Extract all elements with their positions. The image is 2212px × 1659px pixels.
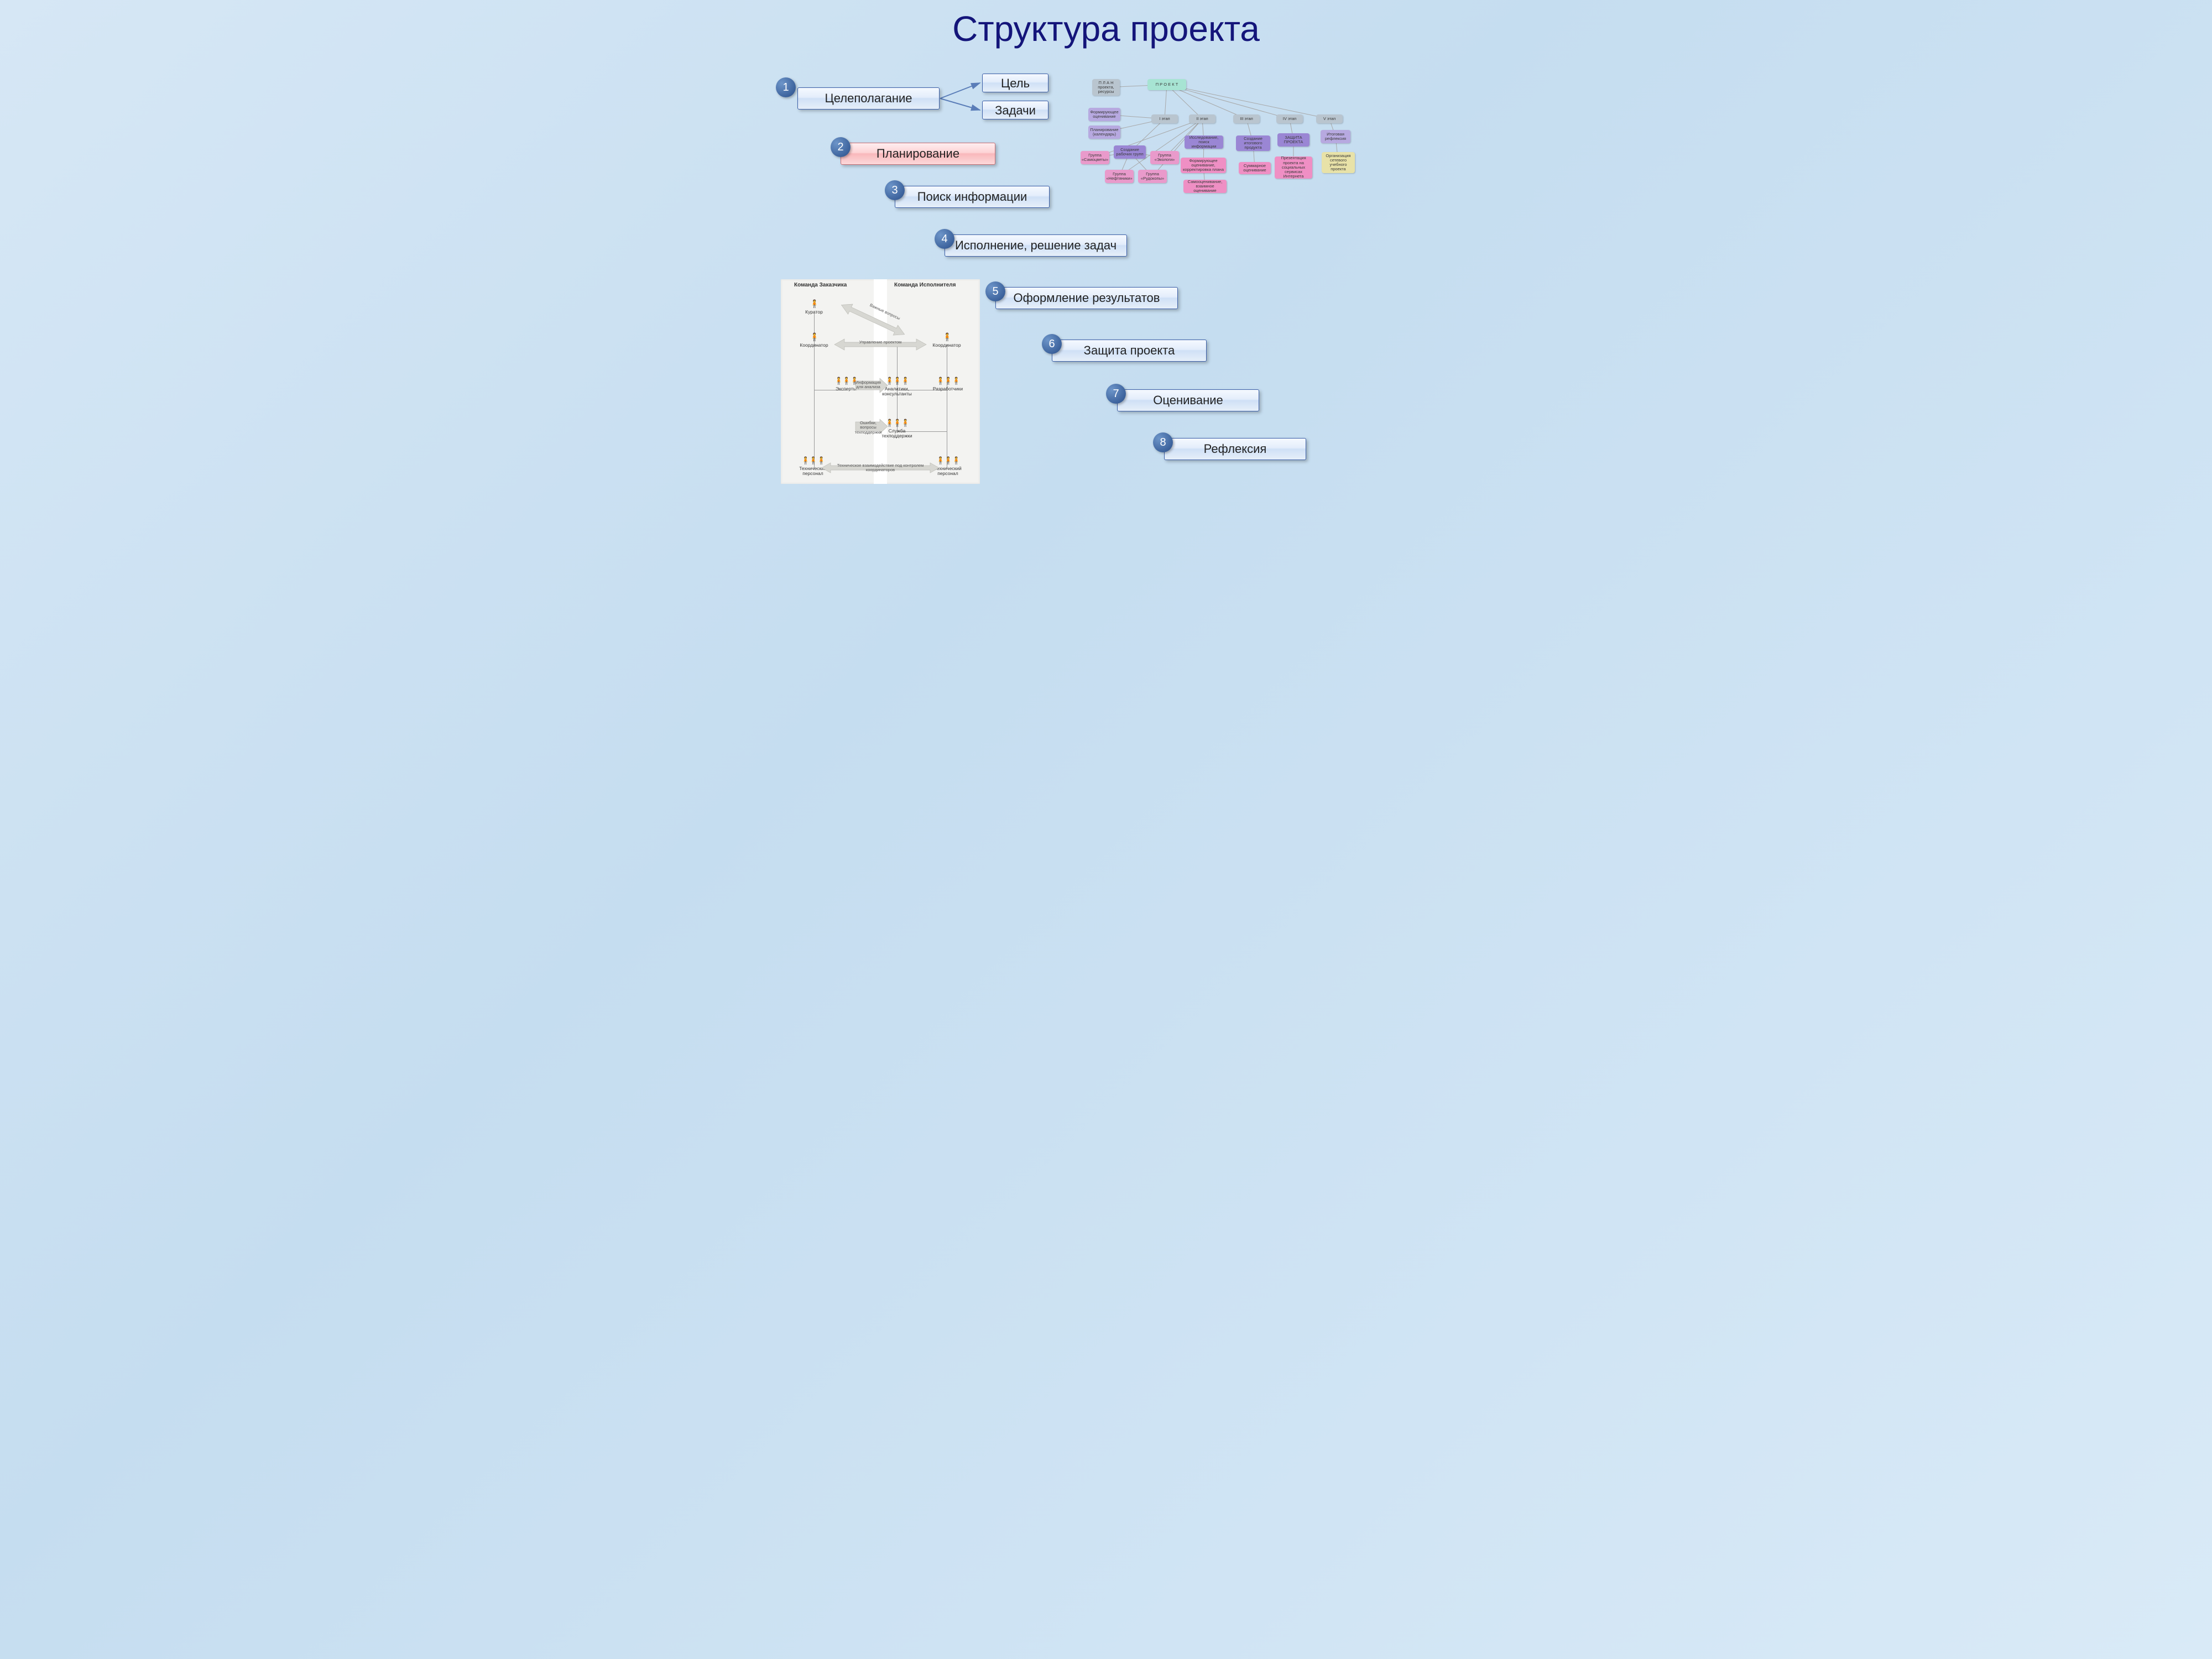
org-arrow-info: Информация для анализа [854,380,883,390]
mini-node-fo2: Формирующее оценивание, корректировка пл… [1181,158,1226,173]
mini-node-grpR: Группа «Рудокопы» [1138,170,1167,183]
step-box-6: Защита проекта [1052,340,1207,362]
mini-node-grpE: Группа «Экологи» [1150,151,1179,164]
mini-node-zash: ЗАЩИТА ПРОЕКТА [1277,133,1310,147]
sub-box-1: Задачи [982,101,1048,119]
org-arrow-upr: Управление проектом [850,340,911,345]
mini-node-sip: Создание итогового продукта [1236,135,1270,151]
mini-node-grpN: Группа «Нефтяники» [1105,170,1134,183]
org-analysts: 🧍🧍🧍Аналитики, консультанты [880,377,914,397]
step-number-8: 8 [1153,432,1173,452]
mini-node-form: Формирующее оценивание [1088,108,1120,121]
step-number-5: 5 [985,281,1005,301]
mini-node-issl: Исследование, поиск информации [1185,135,1223,149]
mini-node-sozd: Создание рабочих групп [1114,145,1146,159]
org-arrow-tech: Техническое взаимодействие под контролем… [833,463,927,473]
slide: Структура проекта Целеполагание1 Планиров… [747,0,1465,539]
org-arrow-oshibki: Ошибки, вопросы техподдержки [853,421,884,435]
slide-title: Структура проекта [747,8,1465,49]
mini-node-prez: Презентация проекта на социальных сервис… [1275,156,1312,179]
org-support: 🧍🧍🧍Служба техподдержки [880,419,914,439]
step-number-6: 6 [1042,334,1062,354]
mini-node-plank: Планирование (календарь) [1088,126,1120,139]
org-devs: 🧍🧍🧍Разработчики [931,377,964,392]
mini-node-itog: Итоговая рефлексия [1321,130,1350,143]
mini-node-samo: Самооценивание, взаимное оценивание [1183,180,1227,193]
mini-node-e5: V этап [1316,114,1343,123]
step-number-3: 3 [885,180,905,200]
mini-node-plan: П Л А Н проекта, ресурсы [1092,79,1120,96]
mini-tree-diagram: П Л А Н проекта, ресурсы П Р О Е К Т Форми… [1078,75,1394,210]
mini-node-org: Организация сетевого учебного проекта [1322,152,1355,173]
mini-node-e4: IV этап [1276,114,1303,123]
org-tech-l: 🧍🧍🧍Технический персонал [796,456,830,477]
step-box-8: Рефлексия [1164,438,1306,460]
mini-node-e1: I этап [1151,114,1178,123]
org-title-right: Команда Исполнителя [894,282,956,288]
step-number-2: 2 [831,137,851,157]
org-koord-l: 🧍Координатор [797,332,831,348]
org-tech-r: 🧍🧍🧍Технический персонал [931,456,964,477]
mini-node-proj: П Р О Е К Т [1147,79,1186,90]
org-title-left: Команда Заказчика [794,282,847,288]
step-box-3: Поиск информации [895,186,1050,208]
mini-node-summ: Суммарное оценивание [1239,162,1271,174]
sub-box-0: Цель [982,74,1048,92]
step-box-2: Планирование [841,143,995,165]
org-kurator: 🧍Куратор [797,299,831,315]
step-number-4: 4 [935,229,954,249]
mini-node-e3: III этап [1233,114,1260,123]
org-koord-r: 🧍Координатор [930,332,963,348]
step-box-4: Исполнение, решение задач [945,234,1127,257]
step-number-1: 1 [776,77,796,97]
mini-node-e2: II этап [1189,114,1215,123]
step-box-1: Целеполагание [797,87,940,109]
org-chart-diagram: Команда Заказчика Команда Исполнителя 🧍К… [781,279,980,484]
step-box-5: Оформление результатов [995,287,1178,309]
mini-node-grp0: Группа «Самоцветы» [1081,151,1109,164]
step-number-7: 7 [1106,384,1126,404]
step-box-7: Оценивание [1117,389,1259,411]
